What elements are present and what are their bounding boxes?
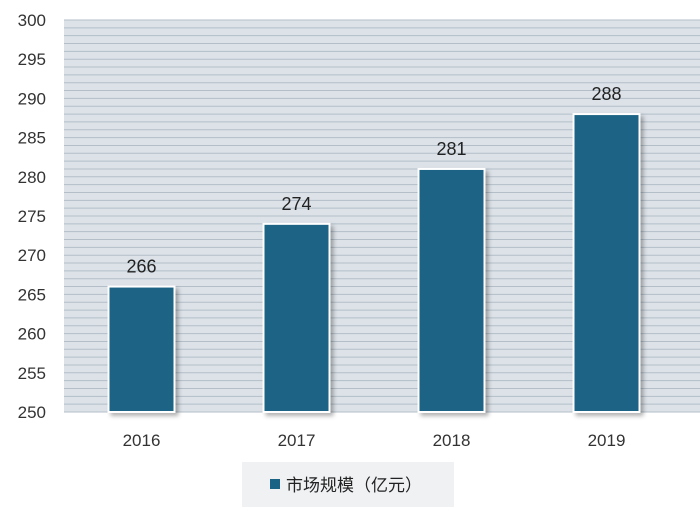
- x-axis-ticks: 2016 2017 2018 2019: [123, 431, 626, 450]
- y-tick-label: 250: [18, 403, 46, 422]
- y-tick-label: 270: [18, 246, 46, 265]
- bar-2017: [262, 222, 331, 413]
- data-label: 281: [436, 139, 466, 159]
- bars: [107, 113, 641, 414]
- bar-2018: [417, 167, 486, 413]
- legend: 市场规模（亿元）: [242, 462, 454, 507]
- x-tick-label: 2016: [123, 431, 161, 450]
- y-tick-label: 295: [18, 50, 46, 69]
- data-label: 288: [591, 84, 621, 104]
- x-tick-label: 2017: [278, 431, 316, 450]
- y-tick-label: 280: [18, 168, 46, 187]
- y-tick-label: 255: [18, 364, 46, 383]
- bar-2016: [107, 285, 176, 413]
- y-tick-label: 260: [18, 325, 46, 344]
- legend-label: 市场规模（亿元）: [286, 476, 422, 496]
- y-axis-ticks: 250 255 260 265 270 275 280 285 290 295 300: [18, 11, 46, 422]
- data-labels: 266 274 281 288: [126, 84, 621, 276]
- y-tick-label: 275: [18, 207, 46, 226]
- data-label: 274: [281, 194, 311, 214]
- legend-swatch: [270, 479, 280, 489]
- y-tick-label: 300: [18, 11, 46, 30]
- bar-2019: [572, 113, 641, 414]
- y-tick-label: 290: [18, 89, 46, 108]
- y-tick-label: 265: [18, 285, 46, 304]
- x-tick-label: 2019: [588, 431, 626, 450]
- data-label: 266: [126, 257, 156, 277]
- x-tick-label: 2018: [433, 431, 471, 450]
- y-tick-label: 285: [18, 129, 46, 148]
